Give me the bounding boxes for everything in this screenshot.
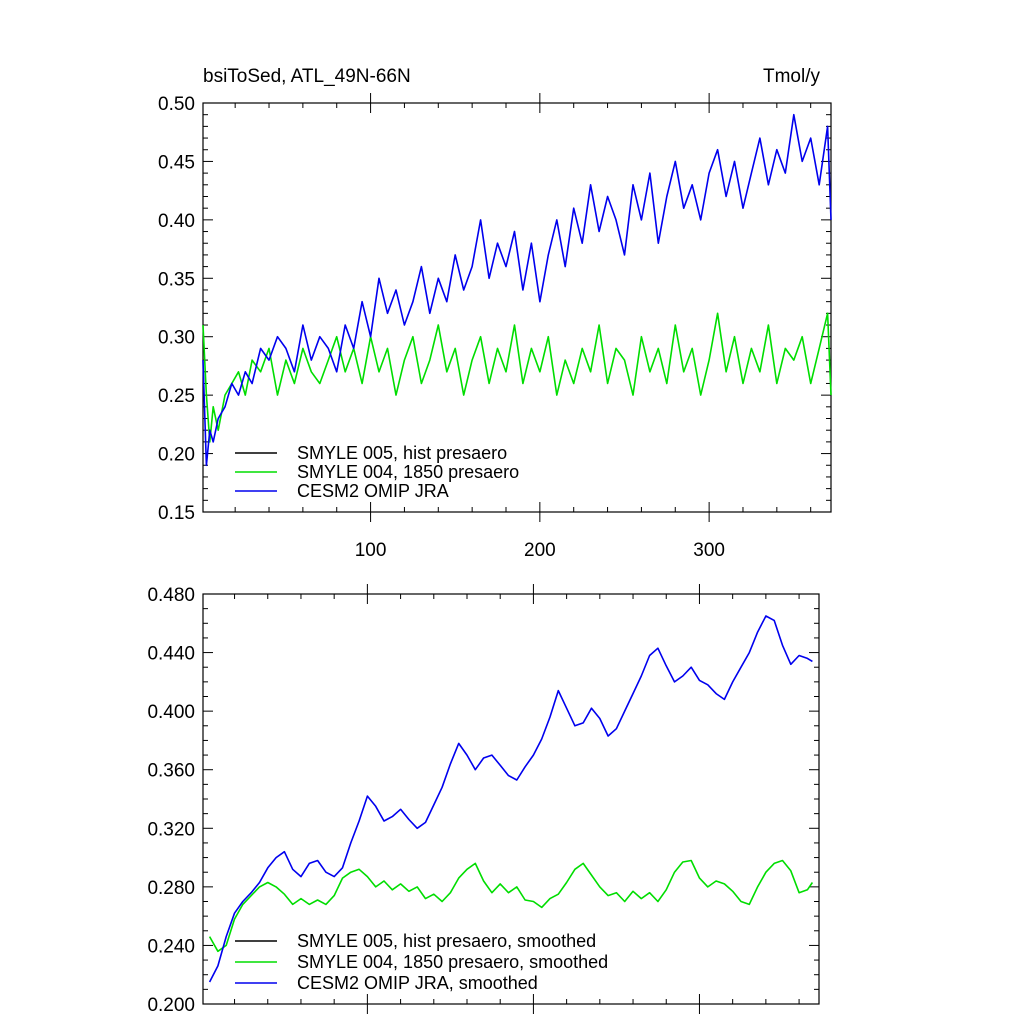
y-axis: 0.200 0.240 0.280 0.320 0.360 0.400 0.440 0.480 — [147, 585, 819, 1016]
y-tick-label: 0.20 — [158, 445, 195, 466]
x-tick-label: 300 — [693, 540, 725, 561]
series-lines — [208, 615, 814, 983]
legend-label: SMYLE 005, hist presaero — [297, 443, 507, 463]
x-tick-label: 100 — [355, 540, 387, 561]
series-line — [202, 113, 832, 467]
y-tick-label: 0.25 — [158, 386, 195, 407]
legend-label: SMYLE 004, 1850 presaero — [297, 462, 519, 482]
y-tick-label: 0.360 — [147, 761, 195, 782]
y-tick-label: 0.40 — [158, 211, 195, 232]
y-tick-label: 0.15 — [158, 503, 195, 524]
top-panel: bsiToSed, ATL_49N-66N Tmol/y 0.15 0.20 0.2… — [158, 66, 832, 561]
y-tick-label: 0.45 — [158, 152, 195, 173]
x-axis: 100 200 300 — [234, 93, 812, 561]
y-tick-label: 0.320 — [147, 819, 195, 840]
y-tick-label: 0.400 — [147, 702, 195, 723]
legend: SMYLE 005, hist presaero, smoothedSMYLE … — [235, 931, 608, 993]
series-lines — [202, 113, 832, 467]
legend-label: CESM2 OMIP JRA, smoothed — [297, 973, 538, 993]
y-tick-label: 0.480 — [147, 585, 195, 606]
units-label: Tmol/y — [763, 66, 821, 87]
y-tick-label: 0.30 — [158, 328, 195, 349]
y-tick-label: 0.240 — [147, 936, 195, 957]
x-tick-label: 200 — [524, 540, 556, 561]
series-line — [202, 312, 832, 443]
y-tick-label: 0.35 — [158, 269, 195, 290]
y-tick-label: 0.440 — [147, 644, 195, 665]
series-line — [208, 859, 814, 953]
y-tick-label: 0.200 — [147, 995, 195, 1016]
legend-label: SMYLE 004, 1850 presaero, smoothed — [297, 952, 608, 972]
y-tick-label: 0.50 — [158, 94, 195, 115]
chart-title: bsiToSed, ATL_49N-66N — [203, 66, 411, 87]
legend-label: CESM2 OMIP JRA — [297, 481, 449, 501]
x-axis — [234, 584, 800, 1014]
bottom-panel: 0.200 0.240 0.280 0.320 0.360 0.400 0.440 0.480… — [147, 584, 820, 1016]
series-line — [208, 615, 813, 983]
y-tick-label: 0.280 — [147, 878, 195, 899]
plot-frame — [202, 102, 832, 513]
legend-label: SMYLE 005, hist presaero, smoothed — [297, 931, 596, 951]
